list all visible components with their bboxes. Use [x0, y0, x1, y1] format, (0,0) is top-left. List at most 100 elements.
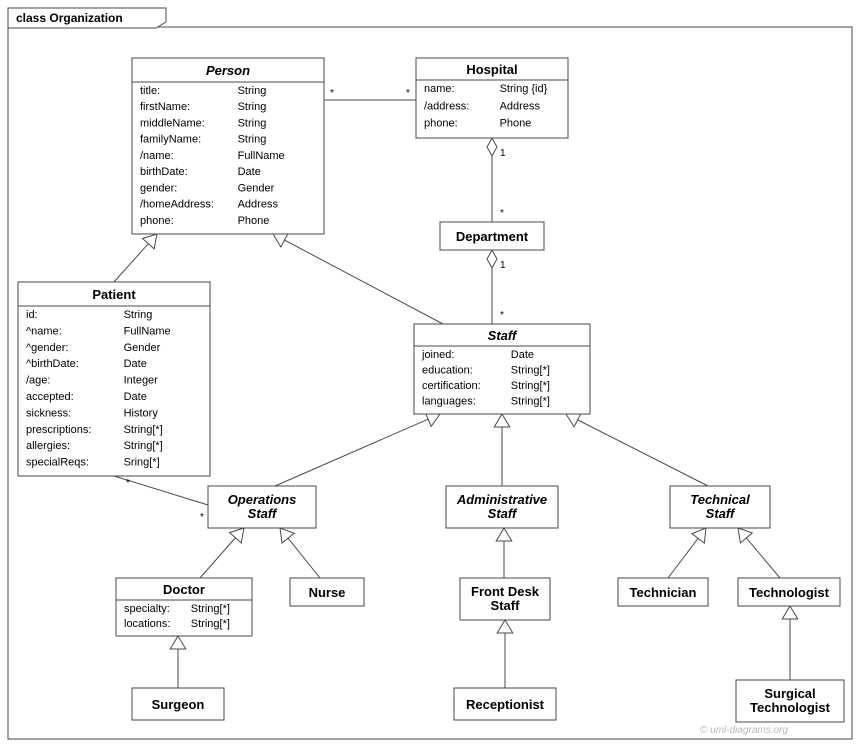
attr-name: ^gender: — [26, 342, 68, 354]
class-title: Receptionist — [466, 697, 545, 712]
attr-name: prescriptions: — [26, 424, 91, 436]
class-title: Nurse — [309, 585, 346, 600]
attr-name: middleName: — [140, 117, 205, 129]
attr-type: String — [238, 85, 267, 97]
attr-type: History — [124, 407, 159, 419]
attr-name: /address: — [424, 100, 469, 112]
attr-type: Phone — [238, 215, 270, 227]
attr-type: String — [238, 134, 267, 146]
attr-type: String — [124, 309, 153, 321]
attr-name: ^name: — [26, 325, 62, 337]
multiplicity: 1 — [500, 148, 506, 159]
attr-name: specialReqs: — [26, 457, 89, 469]
class-title: Patient — [92, 287, 136, 302]
multiplicity: * — [200, 512, 204, 523]
class-Patient: Patient id: String ^name: FullName ^gender: Ge… — [18, 282, 210, 476]
class-Technologist: Technologist — [738, 578, 840, 606]
class-title: Staff — [491, 598, 521, 613]
attr-name: /age: — [26, 375, 50, 387]
attr-type: Phone — [500, 118, 532, 130]
class-title: Front Desk — [471, 584, 540, 599]
attr-name: phone: — [424, 118, 458, 130]
attr-type: Date — [124, 391, 147, 403]
attr-type: String — [238, 117, 267, 129]
class-title: Staff — [488, 506, 518, 521]
attr-name: locations: — [124, 618, 170, 630]
class-title: Technical — [690, 492, 750, 507]
class-title: Staff — [706, 506, 736, 521]
attr-type: Date — [511, 349, 534, 361]
class-Person: Person title: String firstName: String middle… — [132, 58, 324, 234]
attr-type: Address — [500, 100, 541, 112]
attr-name: phone: — [140, 215, 174, 227]
multiplicity: * — [330, 88, 334, 99]
attr-type: Date — [124, 358, 147, 370]
attr-name: accepted: — [26, 391, 74, 403]
attr-name: title: — [140, 85, 160, 97]
class-title: Surgical — [764, 686, 815, 701]
frame-label: class Organization — [16, 11, 123, 25]
attr-name: /name: — [140, 150, 174, 162]
class-title: Technician — [630, 585, 697, 600]
attr-type: Gender — [124, 342, 161, 354]
attr-type: String[*] — [124, 440, 163, 452]
class-Surgeon: Surgeon — [132, 688, 224, 720]
attr-name: joined: — [421, 349, 454, 361]
class-title: Department — [456, 229, 529, 244]
class-FrontDeskStaff: Front DeskStaff — [460, 578, 550, 620]
attr-type: Address — [238, 199, 279, 211]
attr-type: Date — [238, 166, 261, 178]
attr-type: String[*] — [511, 365, 550, 377]
attr-type: String[*] — [511, 396, 550, 408]
class-title: Technologist — [749, 585, 830, 600]
attr-type: FullName — [124, 325, 171, 337]
class-title: Administrative — [456, 492, 547, 507]
class-title: Person — [206, 63, 250, 78]
attr-type: String {id} — [500, 83, 548, 95]
attr-type: String[*] — [124, 424, 163, 436]
attr-name: ^birthDate: — [26, 358, 79, 370]
attr-type: Sring[*] — [124, 457, 160, 469]
class-TechnicalStaff: TechnicalStaff — [670, 486, 770, 528]
attr-name: name: — [424, 83, 455, 95]
attr-type: Integer — [124, 375, 159, 387]
attr-name: gender: — [140, 182, 177, 194]
attr-name: id: — [26, 309, 38, 321]
class-SurgicalTechnologist: SurgicalTechnologist — [736, 680, 844, 722]
class-title: Doctor — [163, 582, 205, 597]
class-Department: Department — [440, 222, 544, 250]
attr-name: sickness: — [26, 407, 71, 419]
attr-type: String[*] — [191, 618, 230, 630]
attr-type: String — [238, 101, 267, 113]
class-AdministrativeStaff: AdministrativeStaff — [446, 486, 558, 528]
multiplicity: * — [500, 310, 504, 321]
class-Nurse: Nurse — [290, 578, 364, 606]
class-Technician: Technician — [618, 578, 708, 606]
class-title: Hospital — [466, 62, 517, 77]
class-title: Staff — [248, 506, 278, 521]
attr-type: String[*] — [191, 603, 230, 615]
multiplicity: * — [126, 478, 130, 489]
class-Staff: Staffjoined:Dateeducation:String[*]certi… — [414, 324, 590, 414]
class-title: Surgeon — [152, 697, 205, 712]
attr-type: String[*] — [511, 380, 550, 392]
attr-type: FullName — [238, 150, 285, 162]
class-OperationsStaff: OperationsStaff — [208, 486, 316, 528]
attr-name: education: — [422, 365, 473, 377]
class-Hospital: Hospital name: String {id} /address: Address… — [416, 58, 568, 138]
multiplicity: * — [500, 208, 504, 219]
class-Receptionist: Receptionist — [454, 688, 556, 720]
attr-name: familyName: — [140, 134, 201, 146]
attr-name: certification: — [422, 380, 481, 392]
class-title: Operations — [228, 492, 297, 507]
attr-name: birthDate: — [140, 166, 188, 178]
multiplicity: * — [406, 88, 410, 99]
attr-name: specialty: — [124, 603, 170, 615]
attr-type: Gender — [238, 182, 275, 194]
attr-name: languages: — [422, 396, 476, 408]
multiplicity: 1 — [500, 260, 506, 271]
attr-name: allergies: — [26, 440, 70, 452]
uml-diagram: class Organization * * 1 * 1 * * * Person title: St… — [0, 0, 860, 747]
class-Doctor: Doctor specialty: String[*] locations: Strin… — [116, 578, 252, 636]
attr-name: firstName: — [140, 101, 190, 113]
